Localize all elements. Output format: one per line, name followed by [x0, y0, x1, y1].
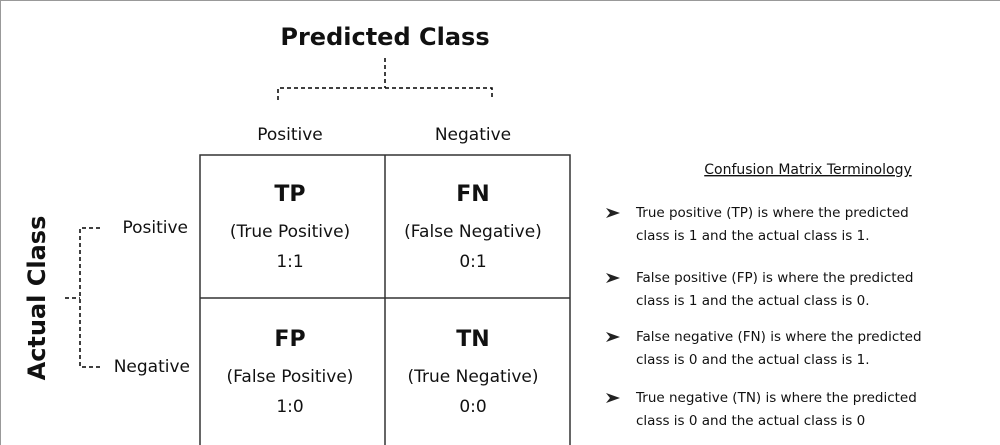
cell-name: (False Positive)	[227, 367, 354, 387]
terminology-title: Confusion Matrix Terminology	[704, 162, 912, 178]
cell-abbr: FP	[274, 327, 305, 352]
terminology-line: False negative (FN) is where the predict…	[636, 329, 922, 345]
terminology-line: class is 0 and the actual class is 1.	[636, 352, 870, 368]
cell-code: 0:0	[459, 397, 486, 417]
cell-code: 1:0	[276, 397, 303, 417]
predicted-title: Predicted Class	[280, 23, 489, 51]
bullet-arrow	[606, 208, 620, 218]
cell-name: (False Negative)	[404, 222, 542, 242]
terminology-line: class is 1 and the actual class is 1.	[636, 228, 870, 244]
column-label: Negative	[435, 125, 511, 145]
bullet-arrow	[606, 332, 620, 342]
bullet-arrow	[606, 273, 620, 283]
row-label: Positive	[122, 218, 188, 238]
cell-name: (True Negative)	[407, 367, 538, 387]
terminology-line: class is 1 and the actual class is 0.	[636, 293, 870, 309]
terminology-line: False positive (FP) is where the predict…	[636, 270, 913, 286]
cell-name: (True Positive)	[230, 222, 350, 242]
terminology-line: True negative (TN) is where the predicte…	[635, 390, 917, 406]
row-label: Negative	[114, 357, 190, 377]
terminology-line: class is 0 and the actual class is 0	[636, 413, 865, 429]
cell-code: 0:1	[459, 252, 486, 272]
column-label: Positive	[257, 125, 323, 145]
actual-title: Actual Class	[23, 216, 51, 381]
cell-abbr: TP	[274, 182, 305, 207]
terminology-line: True positive (TP) is where the predicte…	[635, 205, 909, 221]
cell-abbr: TN	[456, 327, 489, 352]
cell-code: 1:1	[276, 252, 303, 272]
bullet-arrow	[606, 393, 620, 403]
actual-bracket	[65, 227, 100, 368]
predicted-bracket	[277, 58, 493, 100]
cell-abbr: FN	[456, 182, 489, 207]
